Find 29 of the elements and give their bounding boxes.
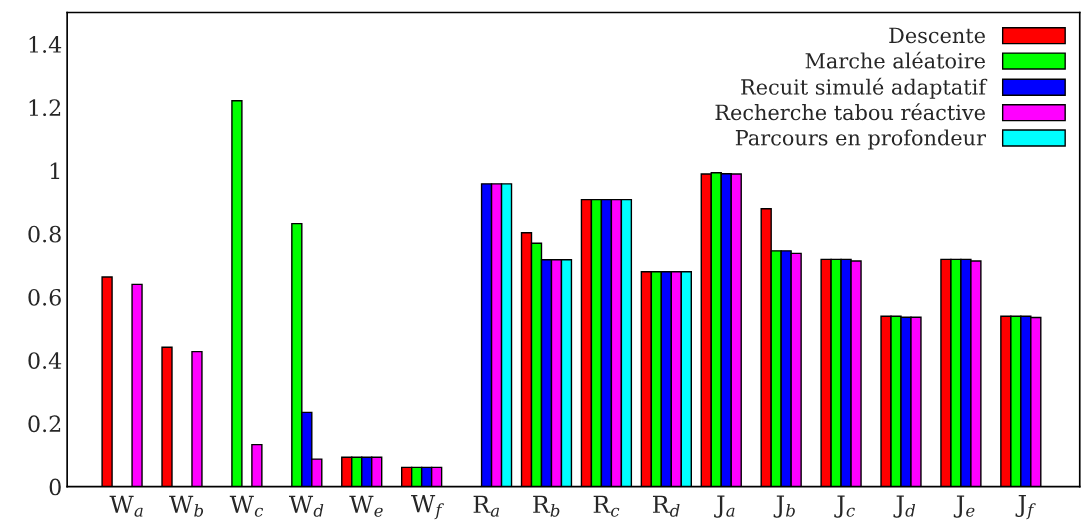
legend-label: Recuit simulé adaptatif [741, 77, 988, 99]
legend-label: Marche aléatoire [805, 51, 985, 69]
legend-label: Recherche tabou réactive [715, 103, 985, 121]
x-tick-label: R$_{a}$ [473, 495, 500, 517]
y-tick-label: 1.2 [29, 99, 61, 117]
legend-label: Parcours en profondeur [735, 129, 986, 150]
y-tick-label: 0 [49, 478, 61, 496]
y-tick-label: 0.2 [28, 415, 61, 433]
x-tick-label: J$_{e}$ [953, 495, 975, 518]
y-tick-label: 0.6 [28, 288, 61, 306]
y-tick-label: 1 [50, 162, 60, 179]
x-tick-label: W$_{f}$ [411, 494, 444, 520]
x-tick-label: W$_{e}$ [349, 495, 383, 517]
x-tick-label: J$_{a}$ [714, 495, 735, 518]
y-tick-label: 0.8 [28, 225, 61, 243]
x-tick-label: W$_{d}$ [288, 495, 324, 517]
x-tick-label: R$_{c}$ [593, 495, 620, 517]
legend-label: Descente [889, 27, 985, 44]
x-tick-label: W$_{b}$ [169, 495, 204, 517]
x-tick-label: J$_{f}$ [1015, 494, 1036, 520]
y-tick-label: 1.4 [29, 36, 62, 53]
x-tick-label: J$_{b}$ [773, 495, 795, 518]
y-tick-label: 0.4 [28, 352, 62, 369]
x-tick-label: R$_{b}$ [533, 495, 560, 517]
x-tick-label: J$_{c}$ [834, 495, 855, 518]
x-tick-label: W$_{c}$ [229, 495, 264, 517]
x-tick-label: W$_{a}$ [109, 495, 143, 517]
x-tick-label: J$_{d}$ [893, 495, 916, 518]
x-tick-label: R$_{d}$ [652, 495, 680, 517]
